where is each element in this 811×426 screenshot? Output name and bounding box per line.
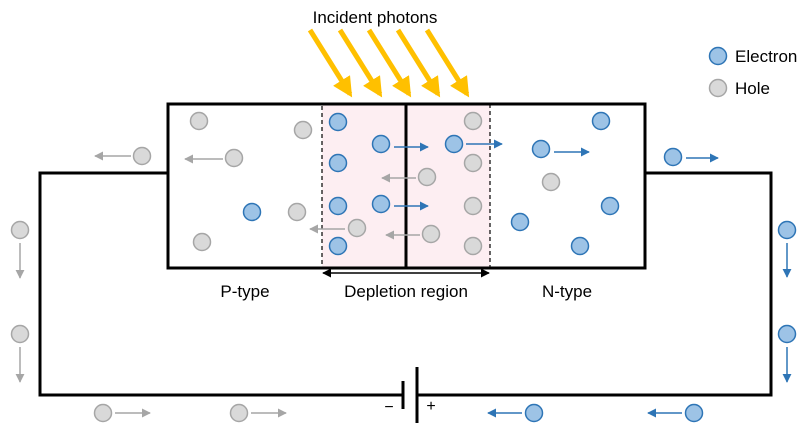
hole (287, 202, 307, 222)
hole (463, 236, 483, 256)
n-type-label: N-type (542, 282, 592, 301)
electron (371, 134, 391, 154)
photon-arrow (307, 28, 353, 98)
battery (401, 367, 419, 423)
legend-hole-swatch (708, 78, 728, 98)
electron (600, 196, 620, 216)
incident-photon-arrows (307, 28, 470, 98)
hole (463, 111, 483, 131)
circuit-wires (38, 171, 773, 397)
electron (524, 403, 544, 423)
electron (591, 111, 611, 131)
hole (93, 403, 113, 423)
photon-arrow (424, 28, 470, 98)
hole-arrows (15, 151, 420, 418)
electron (570, 236, 590, 256)
incident-photons-label: Incident photons (313, 8, 438, 27)
electron (777, 324, 797, 344)
hole (417, 167, 437, 187)
hole (463, 196, 483, 216)
photon-arrow (395, 28, 441, 98)
electron (242, 202, 262, 222)
hole (293, 120, 313, 140)
depletion-region-border (321, 103, 491, 269)
battery-minus-label: − (384, 399, 393, 416)
hole (224, 148, 244, 168)
hole (132, 146, 152, 166)
legend-electron-swatch (708, 46, 728, 66)
electron-arrows (394, 139, 792, 418)
hole (229, 403, 249, 423)
electron (328, 196, 348, 216)
electron (328, 236, 348, 256)
hole (189, 111, 209, 131)
depletion-region-label: Depletion region (344, 282, 468, 301)
holes (10, 111, 561, 423)
battery-plus-label: + (426, 398, 435, 415)
electron (777, 220, 797, 240)
hole (421, 224, 441, 244)
hole (10, 324, 30, 344)
hole (463, 153, 483, 173)
electrons (242, 111, 797, 423)
electron (531, 139, 551, 159)
legend-hole-label: Hole (735, 79, 770, 98)
photon-arrow (337, 28, 383, 98)
hole (192, 232, 212, 252)
electron (444, 134, 464, 154)
hole (10, 220, 30, 240)
electron (328, 112, 348, 132)
p-type-label: P-type (220, 282, 269, 301)
photon-arrow (366, 28, 412, 98)
electron (328, 153, 348, 173)
hole (347, 218, 367, 238)
electron (684, 403, 704, 423)
electron (371, 194, 391, 214)
legend: Electron Hole (708, 46, 797, 98)
electron (510, 212, 530, 232)
electron (663, 147, 683, 167)
legend-electron-label: Electron (735, 47, 797, 66)
hole (541, 172, 561, 192)
